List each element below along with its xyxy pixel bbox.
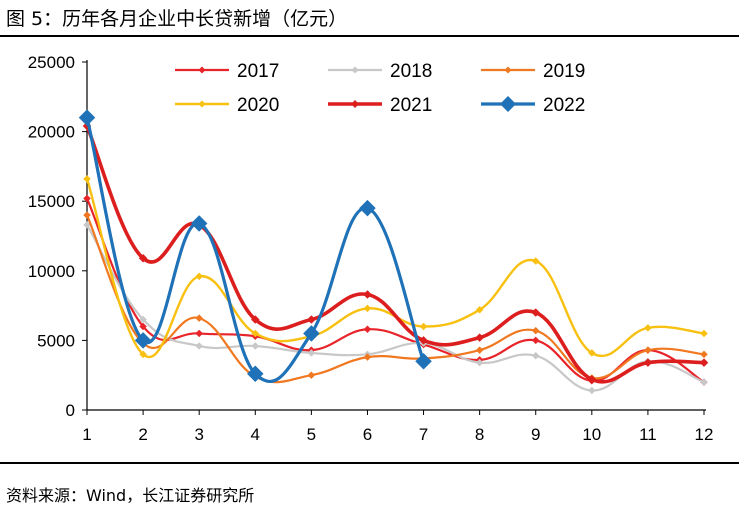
series-2022 — [78, 109, 432, 383]
data-point-2018 — [251, 342, 260, 350]
legend-label: 2022 — [543, 95, 585, 116]
data-point-2022 — [303, 325, 320, 342]
data-point-2018 — [700, 378, 708, 387]
data-point-2020 — [83, 175, 91, 183]
legend-item-2018: 2018 — [328, 61, 432, 82]
data-point-2017 — [83, 194, 91, 203]
figure-title: 图 5：历年各月企业中长贷新增（亿元） — [6, 8, 348, 30]
x-tick-label: 1 — [82, 425, 91, 444]
legend-label: 2018 — [390, 61, 432, 82]
data-point-2021 — [587, 375, 597, 384]
data-point-2020 — [363, 304, 372, 313]
y-tick-label: 10000 — [28, 262, 75, 281]
data-point-2018 — [531, 351, 540, 360]
data-point-2020 — [251, 329, 260, 338]
data-point-2020 — [531, 257, 540, 265]
data-point-2021 — [699, 358, 709, 368]
data-point-2021 — [250, 315, 260, 324]
data-point-2019 — [307, 371, 316, 380]
series-line-2020 — [85, 177, 706, 359]
legend-marker — [500, 96, 516, 112]
source-note: 资料来源：Wind，长江证券研究所 — [6, 486, 255, 505]
legend-label: 2017 — [237, 61, 279, 82]
data-point-2021 — [363, 290, 372, 299]
data-point-2020 — [475, 305, 484, 314]
data-point-2017 — [531, 336, 540, 345]
chart-series — [78, 109, 709, 395]
data-point-2022 — [78, 109, 96, 127]
data-point-2022 — [246, 365, 264, 383]
data-point-2018 — [139, 315, 147, 324]
data-point-2019 — [195, 314, 204, 322]
data-point-2019 — [475, 346, 484, 354]
data-point-2022 — [190, 215, 208, 232]
data-point-2020 — [644, 324, 652, 332]
legend-marker — [198, 66, 206, 74]
data-point-2020 — [195, 272, 204, 281]
data-point-2017 — [195, 329, 204, 338]
data-point-2017 — [363, 325, 372, 334]
legend-item-2019: 2019 — [481, 61, 585, 82]
series-line-2018 — [85, 223, 706, 392]
y-tick-label: 5000 — [37, 331, 75, 350]
x-tick-label: 5 — [307, 425, 316, 444]
data-point-2020 — [139, 350, 147, 359]
legend-label: 2020 — [237, 95, 279, 116]
x-tick-label: 12 — [695, 425, 714, 444]
legend-item-2017: 2017 — [175, 61, 279, 82]
x-tick-label: 10 — [582, 425, 601, 444]
data-point-2019 — [531, 326, 540, 335]
data-point-2021 — [419, 336, 428, 345]
data-point-2021 — [138, 253, 148, 263]
data-point-2021 — [475, 333, 484, 342]
legend-label: 2021 — [390, 95, 432, 116]
x-tick-label: 3 — [194, 425, 203, 444]
data-point-2020 — [419, 322, 428, 331]
data-point-2021 — [307, 315, 316, 324]
x-tick-label: 6 — [363, 425, 372, 444]
data-point-2020 — [587, 349, 596, 357]
series-line-2019 — [85, 214, 706, 384]
data-point-2018 — [475, 358, 484, 367]
legend-marker — [351, 66, 359, 74]
legend-marker — [351, 100, 359, 108]
data-point-2019 — [83, 211, 91, 219]
y-tick-label: 20000 — [28, 123, 75, 142]
data-point-2022 — [415, 352, 432, 370]
x-tick-label: 11 — [639, 425, 657, 444]
chart-legend: 2017 2018 2019 2020 2021 2022 — [175, 61, 585, 116]
data-point-2018 — [195, 342, 204, 350]
data-point-2022 — [134, 332, 152, 349]
y-tick-label: 15000 — [28, 192, 75, 211]
data-point-2018 — [307, 349, 316, 357]
legend-marker — [198, 100, 206, 108]
y-tick-label: 25000 — [28, 53, 75, 72]
data-point-2017 — [139, 322, 147, 331]
x-tick-label: 8 — [475, 425, 484, 444]
legend-marker — [504, 66, 512, 74]
data-point-2021 — [531, 308, 541, 317]
data-point-2018 — [587, 386, 596, 395]
legend-item-2021: 2021 — [328, 95, 432, 116]
data-point-2022 — [359, 199, 376, 217]
data-point-2019 — [644, 346, 652, 354]
data-point-2021 — [643, 358, 653, 368]
y-tick-label: 0 — [66, 401, 75, 420]
x-tick-label: 9 — [531, 425, 540, 444]
series-line-2017 — [85, 197, 706, 384]
series-2021 — [82, 121, 709, 384]
bottom-rule — [0, 462, 739, 464]
legend-item-2022: 2022 — [481, 95, 585, 116]
top-rule — [0, 35, 739, 37]
data-point-2019 — [363, 353, 372, 361]
data-point-2020 — [700, 329, 708, 338]
x-tick-label: 4 — [251, 425, 260, 444]
x-tick-label: 7 — [419, 425, 428, 444]
legend-item-2020: 2020 — [175, 95, 279, 116]
legend-label: 2019 — [543, 61, 585, 82]
data-point-2019 — [700, 350, 708, 359]
x-tick-label: 2 — [138, 425, 147, 444]
